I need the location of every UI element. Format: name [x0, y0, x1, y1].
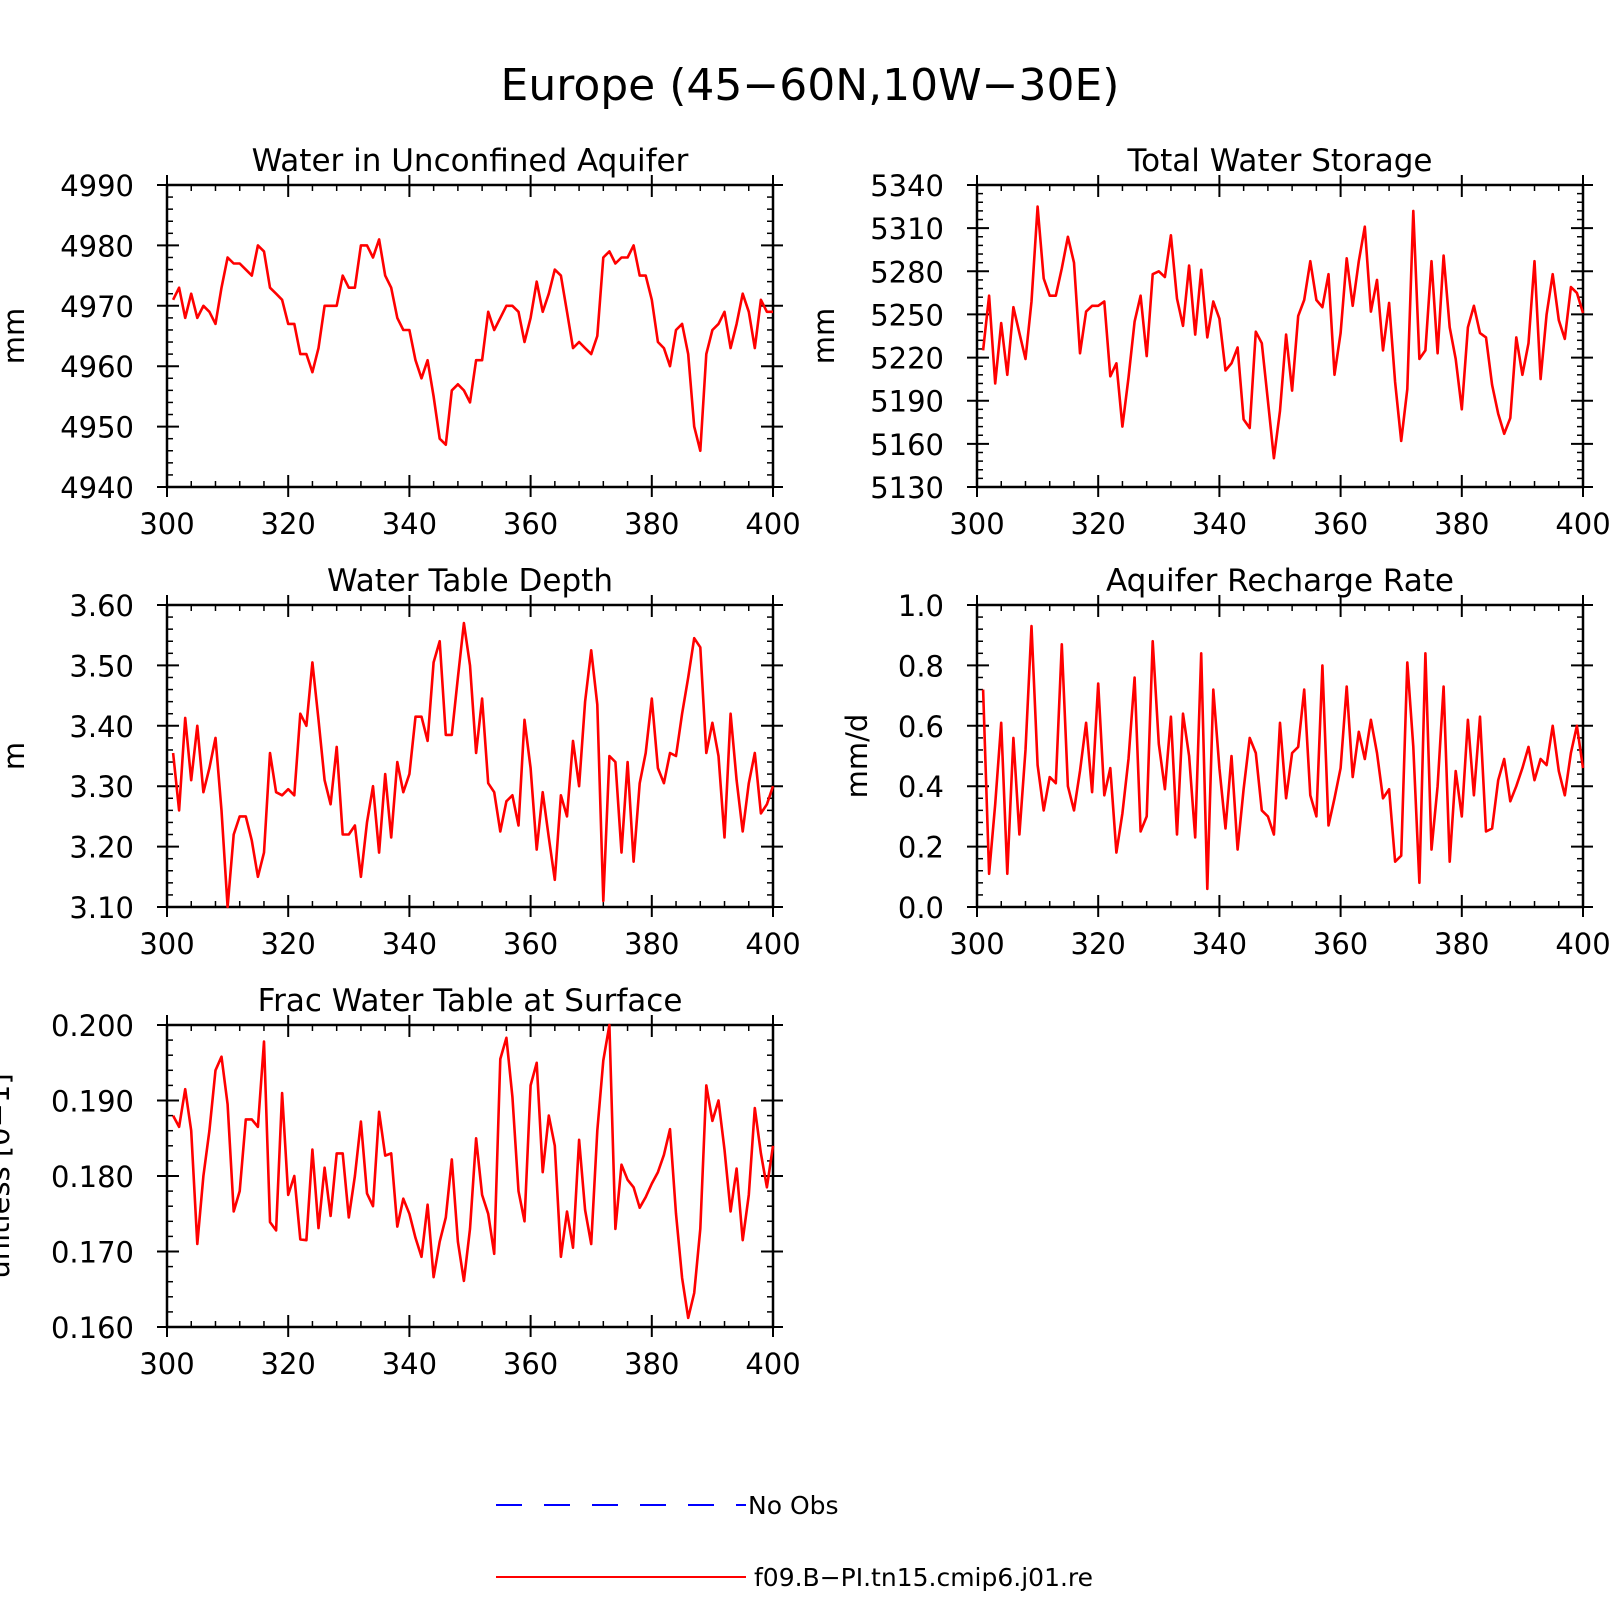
x-tick-label: 400 [745, 927, 800, 961]
x-tick-label: 360 [503, 927, 558, 961]
y-tick-label: 0.200 [51, 1009, 134, 1043]
x-tick-label: 340 [382, 507, 437, 541]
x-tick-label: 320 [1071, 927, 1126, 961]
panel-title: Frac Water Table at Surface [258, 983, 683, 1019]
legend-label-no-obs: No Obs [748, 1491, 839, 1520]
y-tick-label: 5190 [870, 385, 944, 419]
x-tick-label: 360 [1313, 927, 1368, 961]
x-tick-label: 320 [261, 507, 316, 541]
y-tick-label: 0.4 [898, 770, 944, 804]
x-tick-label: 320 [261, 1347, 316, 1381]
x-tick-label: 340 [1192, 507, 1247, 541]
legend: No Obs f09.B−PI.tn15.cmip6.j01.re [496, 1491, 1093, 1592]
y-tick-label: 0.180 [51, 1160, 134, 1194]
panel-title: Water in Unconfined Aquifer [252, 143, 689, 179]
y-tick-label: 5340 [870, 169, 944, 203]
panel-1: Water in Unconfined Aquifer 300 320 340 360 3… [0, 143, 801, 541]
x-tick-label: 360 [503, 507, 558, 541]
y-tick-label: 4950 [60, 411, 134, 445]
series-line [171, 621, 775, 909]
y-tick-label: 0.0 [898, 891, 944, 925]
y-axis-label: mm [807, 308, 841, 365]
panel-title: Total Water Storage [1126, 143, 1432, 179]
y-tick-label: 5310 [870, 212, 944, 246]
legend-label-model-run: f09.B−PI.tn15.cmip6.j01.re [754, 1563, 1093, 1592]
series-line [981, 205, 1585, 460]
x-tick-label: 400 [745, 1347, 800, 1381]
series-line [981, 624, 1585, 891]
x-tick-label: 380 [1434, 507, 1489, 541]
x-tick-label: 360 [503, 1347, 558, 1381]
panel-title: Water Table Depth [327, 563, 613, 599]
y-tick-label: 5220 [870, 342, 944, 376]
panel-3: Water Table Depth 300 320 340 360 380 400 3.10 3… [0, 563, 801, 961]
y-axis-label: mm/d [840, 714, 874, 799]
y-tick-label: 5160 [870, 428, 944, 462]
y-axis-label: mm [0, 308, 31, 365]
y-tick-label: 0.160 [51, 1311, 134, 1345]
x-tick-label: 300 [139, 927, 194, 961]
x-tick-label: 300 [139, 1347, 194, 1381]
x-tick-label: 300 [949, 507, 1004, 541]
x-tick-label: 340 [382, 1347, 437, 1381]
y-tick-label: 3.60 [69, 589, 134, 623]
y-tick-label: 4940 [60, 471, 134, 505]
panel-title: Aquifer Recharge Rate [1106, 563, 1454, 599]
x-tick-label: 400 [1555, 927, 1610, 961]
series-line [171, 238, 773, 453]
x-tick-label: 380 [1434, 927, 1489, 961]
y-tick-label: 1.0 [898, 589, 944, 623]
x-tick-label: 380 [624, 507, 679, 541]
y-tick-label: 3.40 [69, 710, 134, 744]
y-tick-label: 3.10 [69, 891, 134, 925]
x-tick-label: 380 [624, 927, 679, 961]
y-tick-label: 4960 [60, 350, 134, 384]
y-axis-label: m [0, 742, 31, 770]
plot-frame [975, 603, 1585, 909]
panel-2: Total Water Storage 300 320 340 360 380 400 513… [807, 143, 1611, 541]
plot-frame [165, 603, 775, 909]
y-tick-label: 5130 [870, 471, 944, 505]
x-tick-label: 300 [139, 507, 194, 541]
y-tick-label: 3.50 [69, 649, 134, 683]
y-tick-label: 0.6 [898, 710, 944, 744]
y-tick-label: 0.8 [898, 649, 944, 683]
y-tick-label: 4990 [60, 169, 134, 203]
plot-frame [975, 183, 1585, 489]
figure-title: Europe (45−60N,10W−30E) [501, 60, 1120, 111]
x-tick-label: 400 [745, 507, 800, 541]
x-tick-label: 340 [1192, 927, 1247, 961]
y-tick-label: 4970 [60, 290, 134, 324]
plot-frame [165, 183, 775, 489]
x-tick-label: 380 [624, 1347, 679, 1381]
panels: Water in Unconfined Aquifer 300 320 340 360 3… [0, 143, 1611, 1381]
panel-4: Aquifer Recharge Rate 300 320 340 360 380 400 0… [840, 563, 1611, 961]
x-tick-label: 360 [1313, 507, 1368, 541]
y-tick-label: 0.170 [51, 1236, 134, 1270]
x-tick-label: 300 [949, 927, 1004, 961]
x-tick-label: 320 [1071, 507, 1126, 541]
panel-5: Frac Water Table at Surface 300 320 340 360 3… [0, 983, 801, 1381]
y-tick-label: 5280 [870, 255, 944, 289]
x-tick-label: 400 [1555, 507, 1610, 541]
y-tick-label: 4980 [60, 229, 134, 263]
series-line [171, 1023, 775, 1320]
x-tick-label: 320 [261, 927, 316, 961]
y-tick-label: 0.190 [51, 1085, 134, 1119]
y-tick-label: 3.30 [69, 770, 134, 804]
y-tick-label: 0.2 [898, 831, 944, 865]
y-tick-label: 3.20 [69, 831, 134, 865]
y-tick-label: 5250 [870, 298, 944, 332]
y-axis-label: unitless [0−1] [0, 1073, 16, 1278]
x-tick-label: 340 [382, 927, 437, 961]
